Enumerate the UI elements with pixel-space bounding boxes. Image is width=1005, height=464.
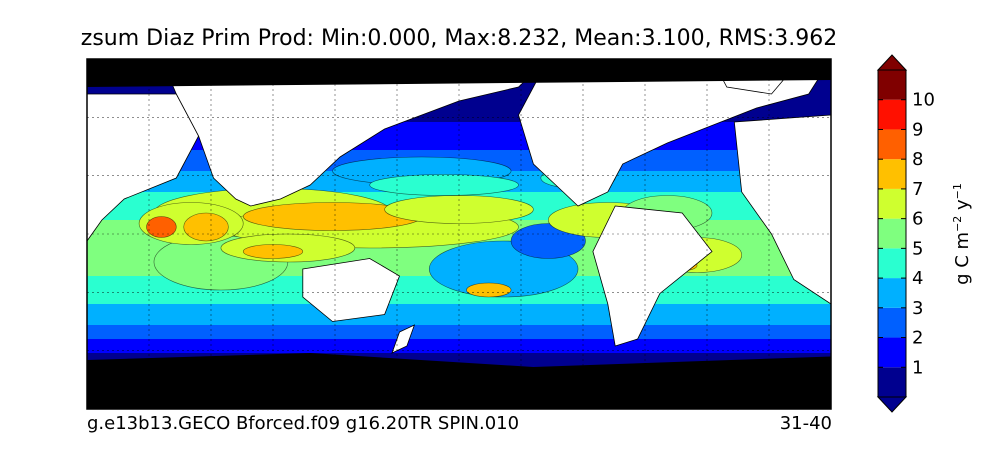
colorbar-extend-min [876, 396, 908, 413]
colorbar-segment [878, 218, 906, 249]
colorbar-label: g C m−2 y−1 [951, 183, 973, 285]
new-zealand-landmass [391, 324, 416, 354]
colorbar-segment [878, 278, 906, 308]
colorbar-segment [878, 99, 906, 130]
productivity-patch [369, 174, 519, 196]
colorbar-tick-label: 5 [912, 238, 923, 259]
australia-landmass [302, 258, 400, 322]
colorbar-tick-label: 3 [912, 298, 923, 319]
colorbar-tick-label: 9 [912, 119, 923, 140]
colorbar-segment [878, 307, 906, 338]
colorbar-tick-label: 8 [912, 149, 923, 170]
africa-east-landmass [733, 114, 831, 305]
caption-right: 31-40 [779, 413, 832, 434]
productivity-patch [466, 282, 512, 298]
colorbar-tick-label: 6 [912, 209, 923, 230]
colorbar-tick-label: 4 [912, 268, 923, 289]
colorbar-segment [878, 70, 906, 100]
colorbar-segment [878, 367, 906, 397]
map-content [87, 59, 831, 409]
colorbar-segment [878, 159, 906, 189]
caption-left: g.e13b13.GECO Bforced.f09 g16.20TR SPIN.… [87, 413, 520, 434]
map-frame [86, 58, 832, 410]
map-gridlines [87, 59, 831, 409]
eurasia-landmass [160, 59, 549, 207]
chart-title: zsum Diaz Prim Prod: Min:0.000, Max:8.23… [80, 26, 838, 51]
colorbar-extend-max [876, 54, 908, 71]
colorbar-tick-label: 2 [912, 328, 923, 349]
colorbar-frame [877, 69, 907, 398]
colorbar-segment [878, 248, 906, 279]
colorbar-tick-label: 10 [912, 90, 935, 111]
colorbar-segment [878, 337, 906, 368]
colorbar-tick-label: 7 [912, 179, 923, 200]
land-masses [87, 59, 831, 354]
south-america-landmass [592, 205, 713, 347]
colorbar-segment [878, 129, 906, 160]
colorbar-tick-label: 1 [912, 357, 923, 378]
north-america-landmass [518, 59, 831, 207]
colorbar-segment [878, 188, 906, 219]
productivity-patch [146, 216, 177, 238]
